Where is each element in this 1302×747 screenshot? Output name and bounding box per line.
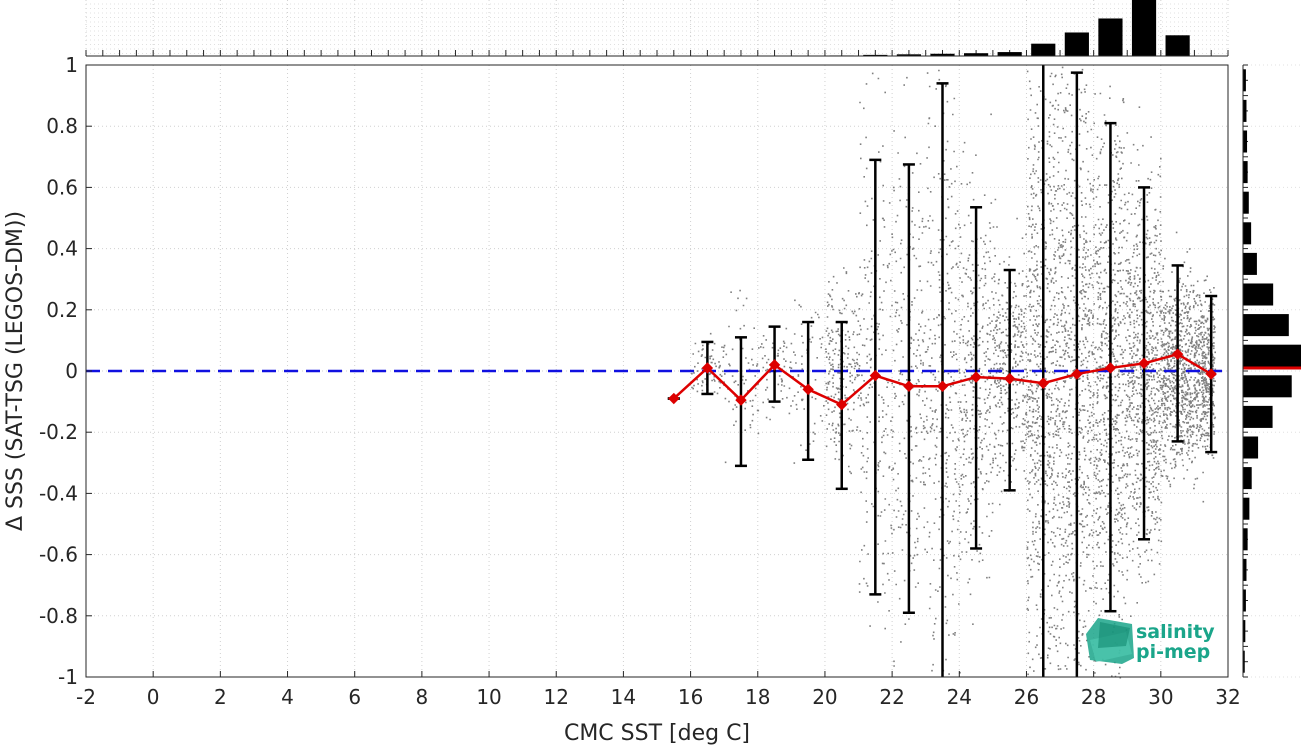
right-histogram-bar <box>1243 191 1249 214</box>
right-histogram-bar <box>1243 161 1248 184</box>
right-histogram-bar <box>1243 375 1292 398</box>
top-histogram-bar <box>1131 0 1157 56</box>
x-tick-label: 32 <box>1215 685 1240 709</box>
top-histogram-bar <box>1064 32 1089 56</box>
x-tick-label: 30 <box>1148 685 1173 709</box>
right-histogram-bar <box>1243 252 1257 275</box>
x-tick-label: 18 <box>745 685 770 709</box>
x-tick-label: 26 <box>1014 685 1039 709</box>
scatter-points <box>691 66 1217 679</box>
main-plot: salinity pi-mep -2 0 2 4 6 8 10 12 14 16 18 20 22 24 2… <box>39 53 1241 709</box>
logo: salinity pi-mep <box>1086 618 1215 664</box>
binned-mean-markers <box>668 348 1217 411</box>
y-axis-ticks: -1 -0.8 -0.6 -0.4 -0.2 0 0.2 0.4 0.6 0.8 1 <box>39 53 92 689</box>
right-histogram-bar <box>1243 99 1247 122</box>
right-histogram-bar <box>1243 589 1246 612</box>
top-histogram-bar <box>963 53 989 56</box>
mean-point <box>1037 377 1049 389</box>
x-tick-label: 8 <box>416 685 429 709</box>
mean-point <box>936 380 949 393</box>
mean-point <box>836 398 848 411</box>
mean-point <box>802 383 814 396</box>
x-tick-label: 4 <box>281 685 294 709</box>
logo-line2: pi-mep <box>1136 641 1210 663</box>
logo-line1: salinity <box>1136 621 1215 643</box>
x-tick-label: 10 <box>476 685 501 709</box>
mean-point <box>903 380 915 393</box>
y-tick-label: -0.2 <box>39 420 78 444</box>
x-tick-label: 20 <box>812 685 837 709</box>
x-tick-label: 14 <box>611 685 636 709</box>
y-tick-label: 0 <box>65 359 78 383</box>
x-tick-label: 24 <box>947 685 972 709</box>
mean-point <box>1205 368 1217 380</box>
top-histogram-bar <box>896 54 922 56</box>
right-histogram-bar <box>1243 283 1274 306</box>
right-histogram-bar <box>1243 130 1248 153</box>
y-tick-label: -0.4 <box>39 481 78 505</box>
mean-point <box>1171 348 1184 360</box>
right-histogram-bars <box>1243 69 1301 673</box>
mean-point <box>768 359 781 371</box>
mean-point <box>668 392 680 405</box>
right-histogram-bar <box>1243 222 1252 245</box>
x-tick-label: 16 <box>678 685 703 709</box>
y-axis-label: Δ SSS (SAT-TSG (LEGOS-DM)) <box>3 211 28 531</box>
right-histogram-bar <box>1243 558 1247 581</box>
right-histogram-bar <box>1243 69 1246 92</box>
right-histogram-bar <box>1243 405 1273 428</box>
right-histogram-bar <box>1243 650 1245 673</box>
right-histogram-bar <box>1243 497 1250 520</box>
scatter-cloud <box>691 66 1217 679</box>
mean-point <box>735 394 747 406</box>
y-tick-label: -0.8 <box>39 604 78 628</box>
mean-point <box>1104 362 1117 374</box>
x-tick-label: 6 <box>348 685 361 709</box>
y-tick-label: -1 <box>58 665 78 689</box>
top-histogram-bar <box>1165 35 1190 56</box>
x-tick-label: 28 <box>1081 685 1106 709</box>
x-tick-label: 0 <box>147 685 160 709</box>
top-histogram <box>85 0 1229 57</box>
top-histogram-bar <box>1098 18 1123 56</box>
right-histogram <box>1242 64 1302 678</box>
right-histogram-bar <box>1243 436 1259 459</box>
x-tick-label: 22 <box>879 685 904 709</box>
salinity-pimep-logo-icon <box>1086 618 1134 664</box>
top-histogram-bar <box>930 53 955 56</box>
top-histogram-bar <box>997 52 1022 56</box>
y-tick-label: 0.8 <box>46 114 78 138</box>
x-tick-label: 2 <box>214 685 227 709</box>
x-tick-label: -2 <box>76 685 96 709</box>
y-tick-label: 0.2 <box>46 298 78 322</box>
x-axis-label: CMC SST [deg C] <box>564 721 750 746</box>
mean-point <box>970 371 982 383</box>
top-histogram-bars <box>829 0 1190 56</box>
top-histogram-bar <box>863 54 888 56</box>
mean-point <box>869 369 882 382</box>
right-histogram-bar <box>1243 344 1301 367</box>
right-histogram-bar <box>1243 528 1248 551</box>
mean-point <box>701 362 714 374</box>
right-histogram-bar <box>1243 314 1289 337</box>
top-histogram-panel <box>86 0 1228 56</box>
y-tick-label: 1 <box>65 53 78 77</box>
mean-point <box>1003 372 1016 385</box>
x-axis-ticks: -2 0 2 4 6 8 10 12 14 16 18 20 22 24 26 28 30 32 <box>76 671 1241 709</box>
y-tick-label: 0.6 <box>46 175 78 199</box>
right-histogram-bar <box>1243 467 1252 490</box>
y-tick-label: 0.4 <box>46 237 78 261</box>
right-histogram-bar <box>1243 620 1246 643</box>
top-histogram-bar <box>1031 43 1056 56</box>
mean-point <box>1071 368 1083 380</box>
mean-point <box>1138 357 1150 370</box>
y-tick-label: -0.6 <box>39 543 78 567</box>
x-tick-label: 12 <box>544 685 569 709</box>
